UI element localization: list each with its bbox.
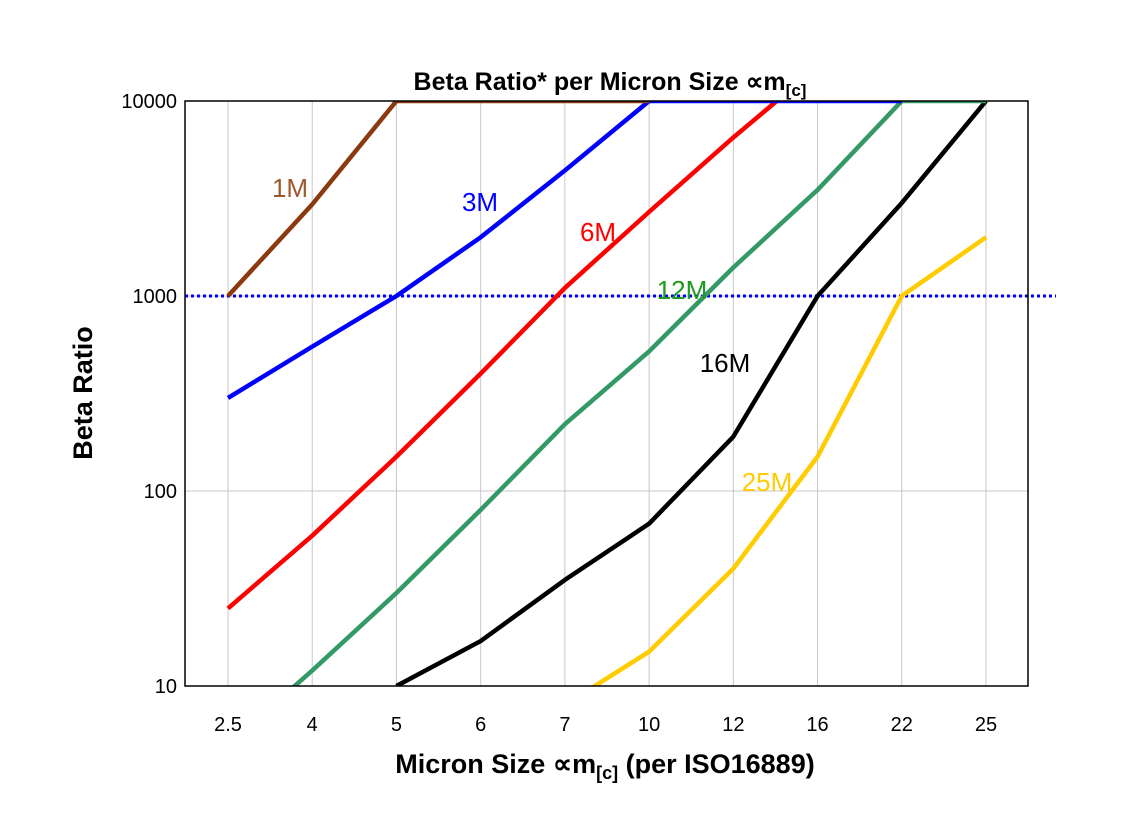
series-line-6M <box>226 101 781 611</box>
x-tick-label: 6 <box>475 714 486 736</box>
x-tick-labels: 2.5 4 5 6 7 10 12 16 22 25 <box>214 714 997 736</box>
x-tick-label: 4 <box>307 714 318 736</box>
x-tick-label: 10 <box>638 714 660 736</box>
series-line-1M <box>226 101 650 298</box>
series-labels: 25M 16M 6M 12M 3M 1M <box>272 173 792 497</box>
gridlines <box>185 100 1028 687</box>
series-label-3M: 3M <box>462 187 498 217</box>
series-label-1M: 1M <box>272 173 308 203</box>
y-tick-label: 10 <box>155 676 177 698</box>
x-axis-label: Micron Size ∝m[c] (per ISO16889) <box>395 749 814 783</box>
series-line-25M <box>590 235 988 686</box>
x-tick-label: 22 <box>891 714 913 736</box>
series-lines <box>226 101 988 686</box>
plot-frame <box>184 100 1029 687</box>
x-tick-label: 16 <box>806 714 828 736</box>
x-tick-label: 12 <box>722 714 744 736</box>
series-label-25M: 25M <box>742 467 793 497</box>
series-label-16M: 16M <box>700 348 751 378</box>
series-label-6M: 6M <box>580 217 616 247</box>
x-tick-label: 2.5 <box>214 714 242 736</box>
series-line-12M <box>291 101 986 686</box>
y-tick-label: 1000 <box>133 286 178 308</box>
y-tick-labels: 10 100 1000 10000 <box>121 91 177 698</box>
y-tick-label: 100 <box>144 481 177 503</box>
y-tick-label: 10000 <box>121 91 177 113</box>
series-label-12M: 12M <box>657 275 708 305</box>
chart-title: Beta Ratio* per Micron Size ∝m[c] <box>414 68 807 100</box>
series-line-3M <box>226 101 902 400</box>
x-tick-label: 25 <box>975 714 997 736</box>
series-line-16M <box>395 101 988 686</box>
x-tick-label: 5 <box>391 714 402 736</box>
x-tick-label: 7 <box>559 714 570 736</box>
y-axis-label: Beta Ratio <box>68 326 98 460</box>
